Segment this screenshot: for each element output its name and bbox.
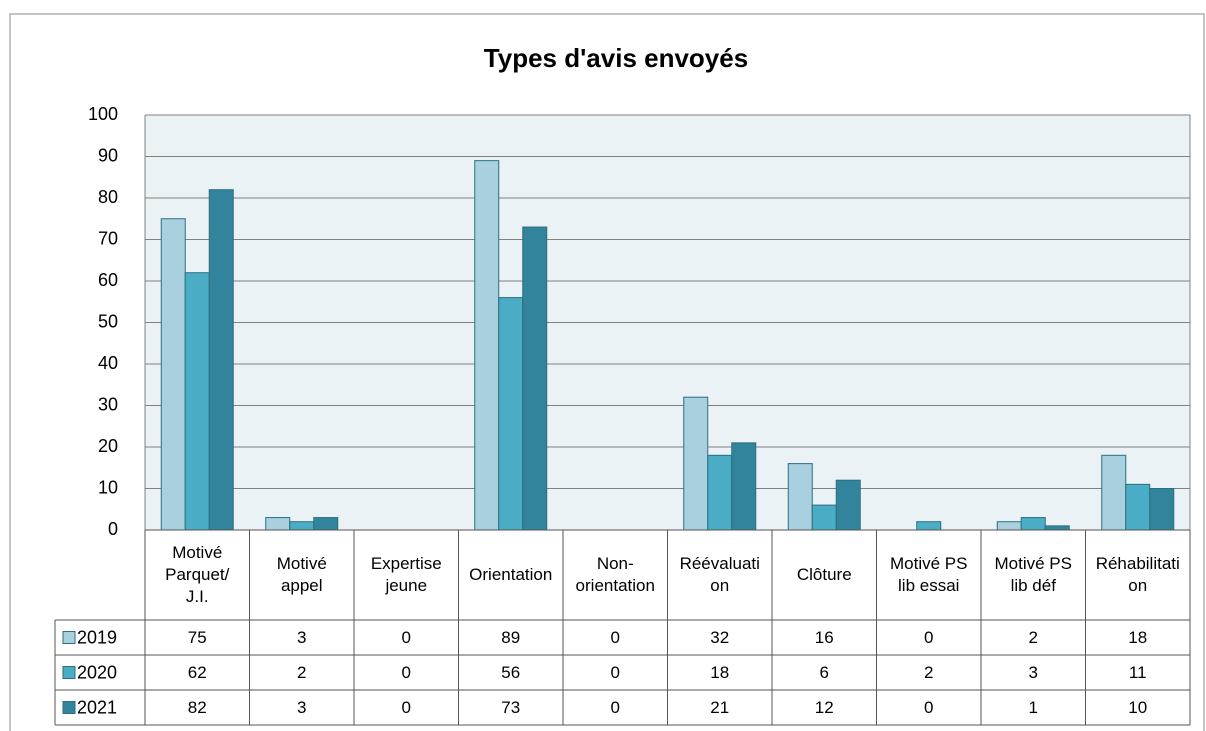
x-tick-label: Motivé Parquet/ J.I. <box>165 543 230 606</box>
legend-label: 2020 <box>77 662 117 682</box>
bar <box>1149 488 1175 531</box>
table-value: 0 <box>610 662 620 682</box>
y-tick-label: 70 <box>98 228 118 248</box>
chart-title: Types d'avis envoyés <box>484 43 748 73</box>
table-value: 12 <box>814 697 834 717</box>
table-value: 21 <box>710 697 730 717</box>
table-value: 3 <box>297 697 307 717</box>
table-value: 73 <box>501 697 521 717</box>
x-tick-label: Clôture <box>796 565 852 584</box>
bar <box>835 479 861 531</box>
table-value: 10 <box>1128 697 1148 717</box>
table-value: 75 <box>187 627 207 647</box>
table-value: 56 <box>501 662 521 682</box>
y-tick-label: 30 <box>98 394 118 414</box>
table-value: 16 <box>814 627 834 647</box>
table-value: 3 <box>297 627 307 647</box>
bar <box>474 160 500 531</box>
legend-swatch <box>62 666 76 679</box>
x-tick-label: Orientation <box>469 565 553 584</box>
bar <box>1020 517 1046 531</box>
bar <box>683 396 709 531</box>
table-value: 11 <box>1128 662 1147 682</box>
bar <box>811 504 837 531</box>
table-value: 0 <box>924 627 934 647</box>
bar <box>707 454 733 531</box>
x-tick-label: Motivé appel <box>276 554 327 595</box>
legend-swatch <box>62 701 76 714</box>
y-tick-label: 90 <box>98 145 118 165</box>
table-value: 2 <box>1028 627 1038 647</box>
bar <box>208 189 234 531</box>
table-value: 89 <box>501 627 521 647</box>
table-value: 2 <box>924 662 934 682</box>
y-tick-label: 10 <box>98 477 118 497</box>
table-value: 82 <box>187 697 207 717</box>
table-value: 0 <box>401 697 411 717</box>
table-value: 62 <box>187 662 207 682</box>
table-value: 0 <box>401 627 411 647</box>
table-value: 0 <box>610 627 620 647</box>
y-tick-label: 60 <box>98 270 118 290</box>
x-tick-label: Motivé PS lib essai <box>890 554 968 595</box>
bar <box>313 517 339 531</box>
table-value: 18 <box>710 662 730 682</box>
y-tick-label: 0 <box>108 519 118 539</box>
y-tick-label: 50 <box>98 311 118 331</box>
legend-label: 2021 <box>77 697 117 717</box>
table-value: 0 <box>610 697 620 717</box>
table-value: 2 <box>297 662 307 682</box>
bar <box>289 521 315 531</box>
y-tick-label: 40 <box>98 353 118 373</box>
y-tick-label: 100 <box>88 104 118 124</box>
y-tick-label: 20 <box>98 436 118 456</box>
y-tick-label: 80 <box>98 187 118 207</box>
bar <box>265 517 291 531</box>
x-tick-label: Motivé PS lib déf <box>994 554 1072 595</box>
bar <box>160 218 186 531</box>
x-tick-label: Réhabilitation <box>1095 554 1180 595</box>
table-value: 0 <box>924 697 934 717</box>
table-value: 1 <box>1028 697 1038 717</box>
table-value: 18 <box>1128 627 1148 647</box>
legend-label: 2019 <box>77 627 117 647</box>
table-value: 6 <box>819 662 829 682</box>
bar <box>522 226 548 531</box>
table-value: 0 <box>401 662 411 682</box>
x-tick-label: Non-orientation <box>575 554 655 595</box>
bar <box>498 297 524 531</box>
x-tick-label: Expertise jeune <box>370 554 442 595</box>
table-value: 3 <box>1028 662 1038 682</box>
bar <box>916 521 942 531</box>
table-value: 32 <box>710 627 730 647</box>
bar <box>1101 454 1127 531</box>
legend-swatch <box>62 631 76 644</box>
bar <box>731 442 757 531</box>
bar <box>787 463 813 531</box>
bar <box>1125 483 1151 531</box>
x-tick-label: Réévaluation <box>679 554 760 595</box>
bar <box>996 521 1022 531</box>
bar <box>184 272 210 531</box>
